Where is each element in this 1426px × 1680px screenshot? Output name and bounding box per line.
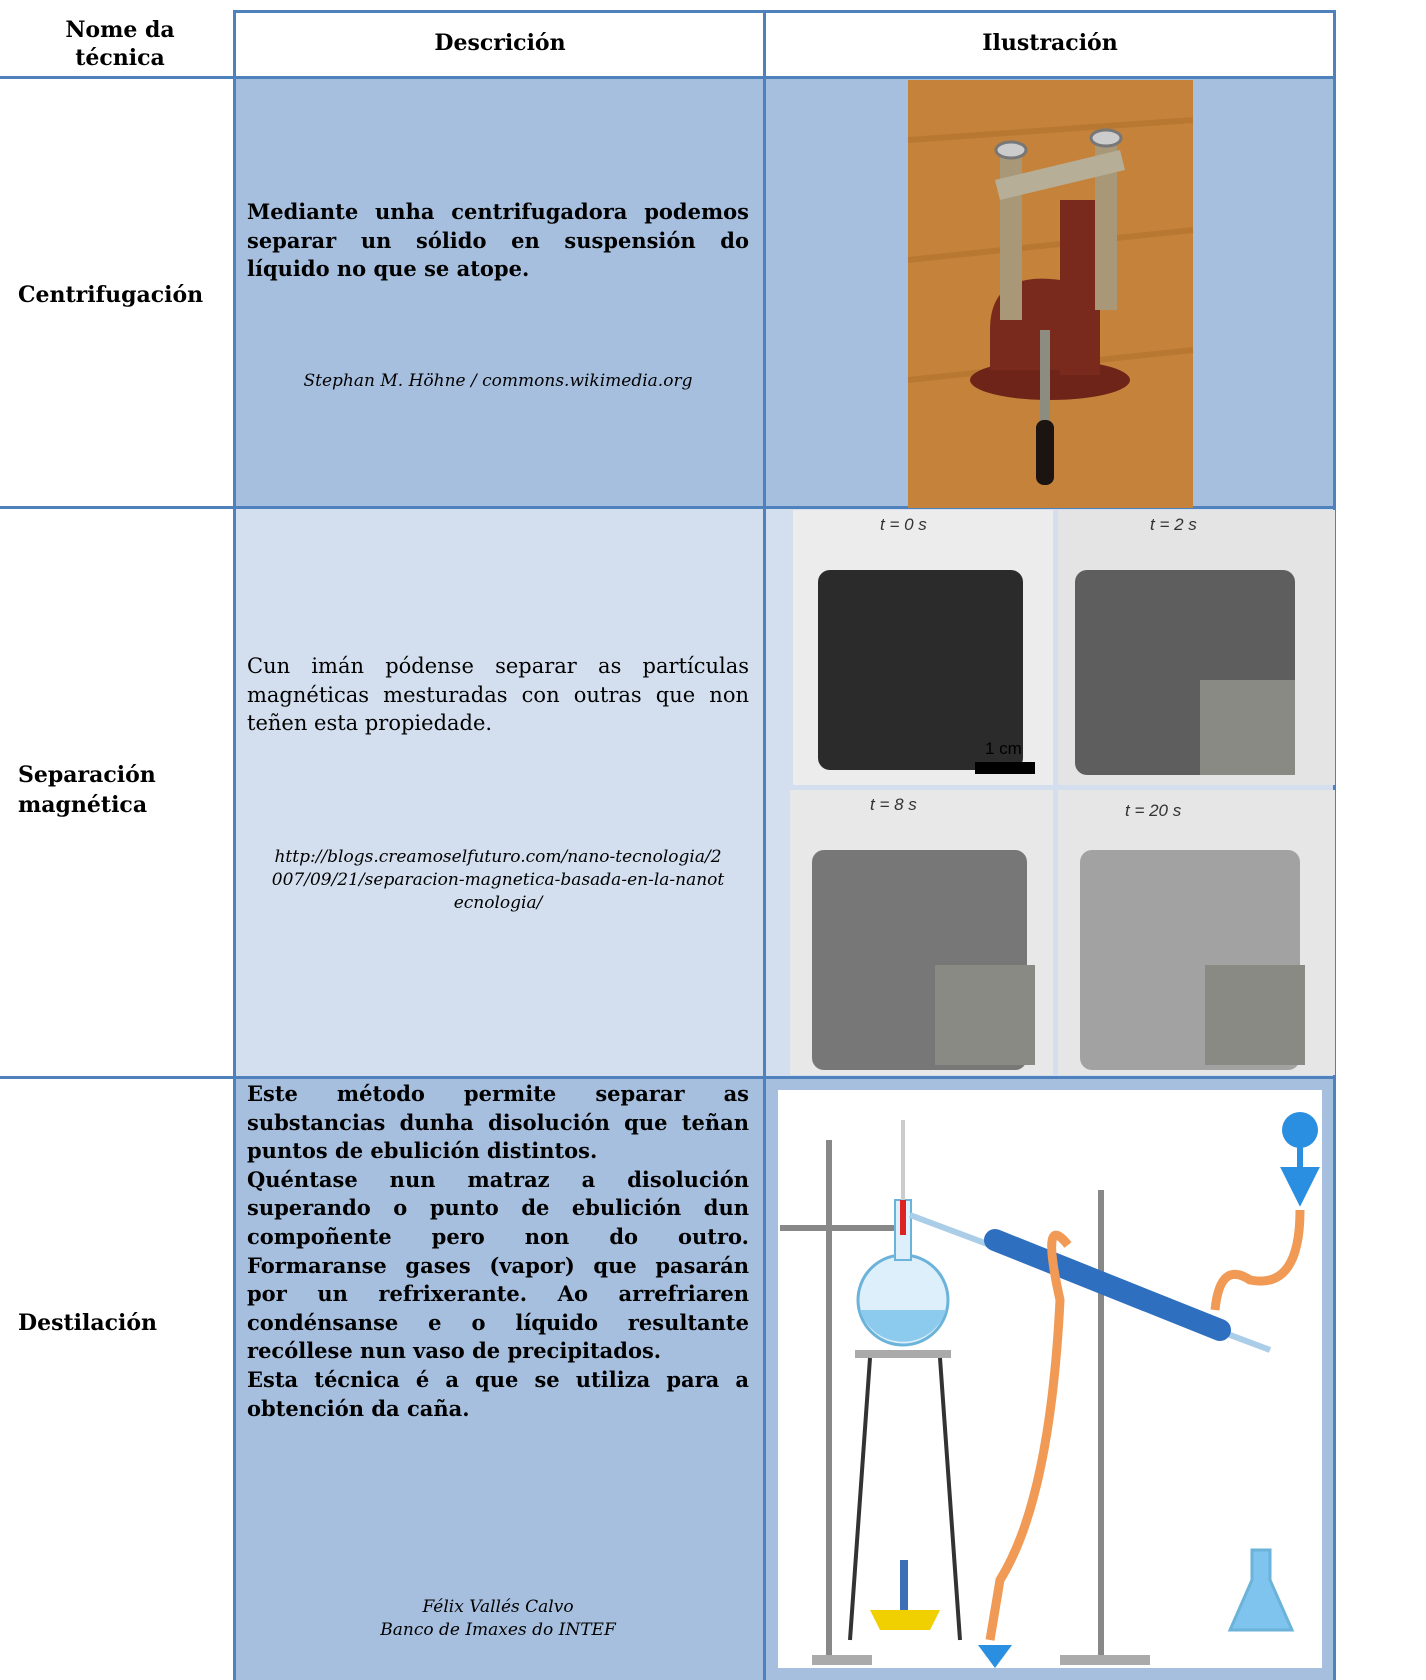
scale-label: 1 cm <box>985 739 1022 758</box>
description: Este método permite separar as substanci… <box>247 1080 749 1423</box>
image-label: t = 0 s <box>880 515 927 534</box>
border <box>233 10 1335 13</box>
description: Cun imán pódense separar as partículas m… <box>247 654 749 736</box>
description: Mediante unha centrifugadora podemos sep… <box>247 199 749 282</box>
header: Descrición <box>434 30 566 56</box>
image-label: t = 20 s <box>1125 801 1182 820</box>
distillation-diagram <box>778 1090 1322 1668</box>
border <box>233 10 236 1680</box>
centrifuge-photo <box>907 80 1194 508</box>
credit: Stephan M. Höhne / commons.wikimedia.org <box>303 371 693 391</box>
paragraph: Esta técnica é a que se utiliza para a o… <box>247 1366 749 1421</box>
border <box>0 76 1335 79</box>
credit: http://blogs.creamoselfuturo.com/nano-te… <box>271 847 725 913</box>
technique-name: Destilación <box>18 1310 158 1336</box>
border <box>763 10 766 1680</box>
header: Nome da técnica <box>65 17 175 71</box>
border <box>0 1076 1335 1079</box>
credit: Félix Vallés Calvo Banco de Imaxes do IN… <box>247 1596 749 1642</box>
technique-name: Separación magnética <box>18 762 156 818</box>
paragraph: Quéntase nun matraz a disolución superan… <box>247 1166 749 1364</box>
header: Ilustración <box>982 30 1118 56</box>
image-label: t = 8 s <box>870 795 917 814</box>
credit-line: Banco de Imaxes do INTEF <box>380 1620 616 1640</box>
border <box>0 506 1335 509</box>
magnetic-photo <box>790 510 1335 1075</box>
credit-line: Félix Vallés Calvo <box>422 1597 574 1617</box>
image-label: t = 2 s <box>1150 515 1197 534</box>
technique-name: Centrifugación <box>18 282 204 308</box>
paragraph: Este método permite separar as substanci… <box>247 1081 749 1164</box>
